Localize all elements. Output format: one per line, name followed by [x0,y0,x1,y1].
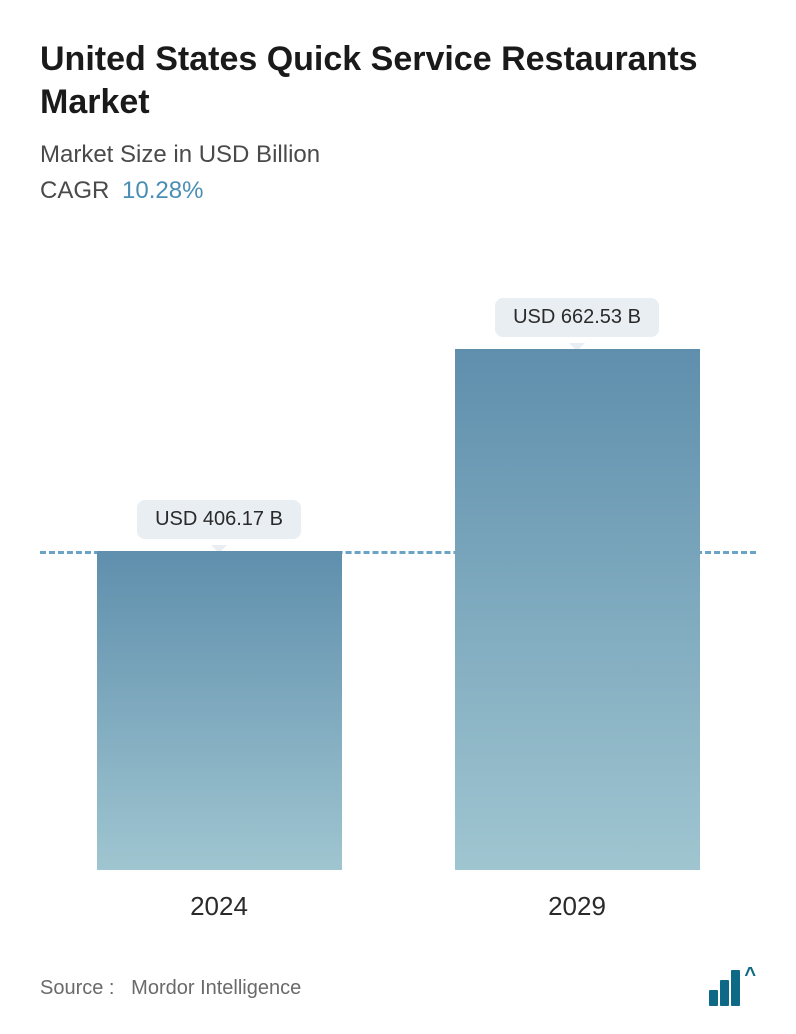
bar-group: USD 406.17 B [97,500,342,870]
bar [455,349,700,870]
bar-value-chip: USD 406.17 B [137,500,301,539]
cagr-line: CAGR 10.28% [40,177,756,205]
chart-title: United States Quick Service Restaurants … [40,38,756,123]
chart-footer: Source : Mordor Intelligence ^ [40,970,756,1006]
bar [97,551,342,870]
cagr-label: CAGR [40,177,109,204]
cagr-value: 10.28% [122,177,203,204]
chart-container: United States Quick Service Restaurants … [0,0,796,1034]
x-axis-label: 2029 [455,891,700,922]
brand-logo-icon: ^ [709,970,756,1006]
x-axis-labels: 2024 2029 [40,891,756,922]
x-axis-label: 2024 [97,891,342,922]
source-label: Source : [40,977,114,999]
chart-area: USD 406.17 B USD 662.53 B 2024 2029 [40,260,756,930]
bars-group: USD 406.17 B USD 662.53 B [40,260,756,870]
source-name: Mordor Intelligence [131,977,301,999]
bar-group: USD 662.53 B [455,298,700,870]
chart-subtitle: Market Size in USD Billion [40,141,756,169]
bar-value-chip: USD 662.53 B [495,298,659,337]
source-text: Source : Mordor Intelligence [40,977,301,1000]
